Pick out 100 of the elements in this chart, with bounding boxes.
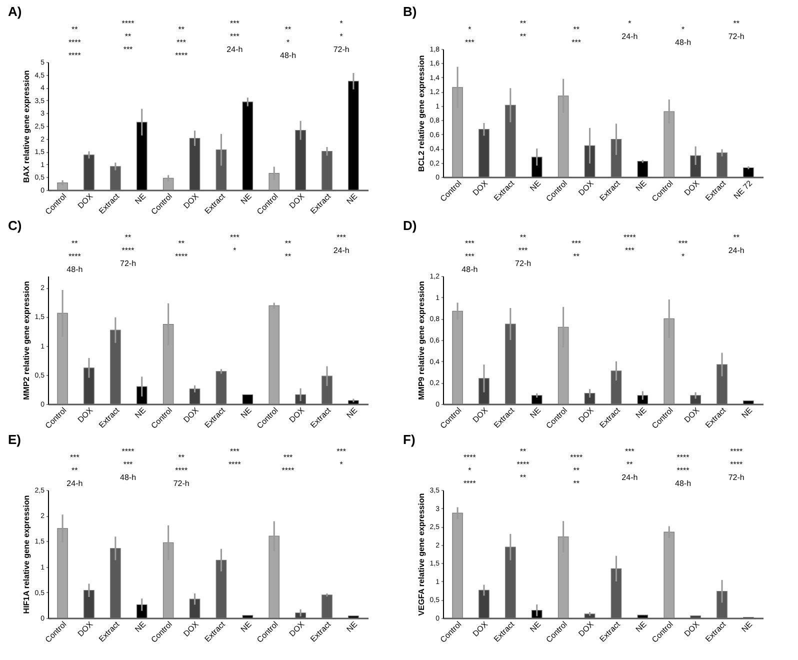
text: **** [68,51,81,60]
text: ** [284,25,292,34]
x-tick-label: NE [634,620,648,634]
text: ** [573,479,580,488]
text: **** [676,466,690,475]
bar [478,129,490,178]
text: **** [623,233,636,242]
text: ** [520,32,526,41]
text: *** [123,460,133,469]
text: * [286,38,290,47]
text: *** [176,38,186,47]
x-tick-label: NE [634,178,648,194]
y-axis-title: MMP9 relative gene expression [416,281,426,400]
y-axis-title: BCL2 relative gene expression [416,55,426,172]
text: 72-h [728,32,744,41]
bar [295,394,306,404]
bar [162,178,174,190]
bar [584,393,596,404]
bar [84,154,94,190]
text: ** [72,25,78,34]
text: **** [463,453,476,462]
y-axis-title: MMP2 relative gene expression [22,281,31,400]
bar [478,590,490,618]
text: ** [520,233,526,242]
text: ** [520,447,526,456]
text: 24-h [226,45,243,54]
bar [84,368,94,404]
text: *** [464,239,474,248]
chart-title: E) [8,432,21,447]
text: 72-h [728,473,744,482]
text: *** [518,246,528,255]
bar [57,528,68,618]
x-tick-label: NE [344,406,360,420]
text: ** [124,32,132,41]
text: ** [520,19,526,28]
chart-title: B) [403,4,417,19]
bar [136,386,148,404]
text: * [628,19,632,28]
text: **** [175,252,188,261]
text: ** [733,233,740,242]
text: 48-h [674,479,692,488]
text: ** [520,473,526,482]
bar [189,598,200,618]
text: **** [228,460,241,469]
y-axis-title: VEGFA relative gene expression [416,493,426,616]
bar [136,604,148,618]
text: 48-h [280,51,296,60]
bar [57,312,68,404]
text: 24-h [728,246,744,255]
text: * [468,25,472,34]
x-tick-label: NE [528,406,543,420]
x-tick-label: NE [344,192,360,206]
bar [242,102,254,190]
text: **** [463,479,476,488]
x-tick-label: NE [634,406,648,420]
text: **** [516,460,530,469]
text: ** [284,252,292,261]
bar [558,96,569,178]
bar [268,536,280,618]
bar [690,395,701,404]
bar [268,305,280,404]
bar [57,182,68,190]
bar [452,310,463,404]
bar [452,512,463,618]
text: *** [624,246,634,255]
bar [242,615,254,618]
x-tick-label: NE [239,620,254,634]
text: * [340,19,343,28]
text: 72-h [514,259,532,268]
bar [242,394,254,404]
bar [162,324,174,404]
text: **** [68,38,81,47]
x-tick-label: NE [740,620,754,634]
chart-title: C) [8,218,22,233]
bar [348,616,359,618]
bar [664,318,675,404]
text: ** [72,239,78,248]
text: **** [68,252,81,261]
text: *** [572,239,582,248]
text: ** [733,19,740,28]
text: *** [464,38,474,47]
text: * [681,25,685,34]
text: ** [178,239,184,248]
text: *** [624,447,634,456]
text: * [681,252,685,261]
bar [84,590,94,618]
text: * [233,246,236,255]
bar [584,614,596,618]
text: 48-h [120,473,136,482]
bar [348,80,359,190]
text: ** [178,25,184,34]
bar [743,400,754,404]
text: * [340,460,343,469]
text: * [340,32,343,41]
text: 72-h [333,45,350,54]
x-tick-label: NE [133,406,148,420]
bar [690,616,701,618]
bar [584,145,596,178]
text: * [468,466,472,475]
chart-title: D) [403,218,417,233]
